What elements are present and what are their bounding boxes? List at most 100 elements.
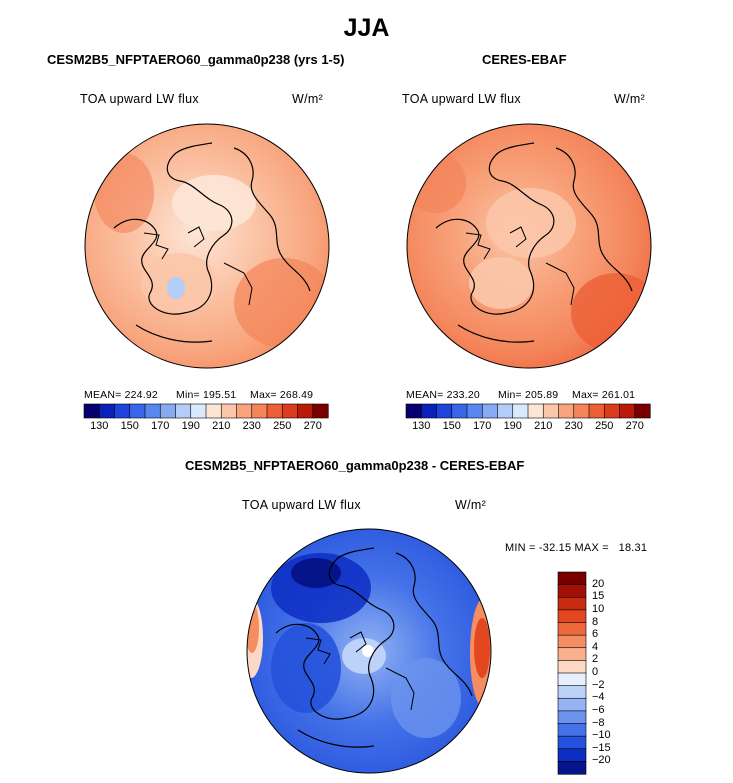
colorbar-swatch	[557, 672, 587, 687]
colorbar-swatch	[619, 403, 636, 419]
colorbar-tick-label: 150	[442, 420, 461, 432]
colorbar-tick-label: −8	[592, 716, 605, 729]
colorbar-swatch	[603, 403, 621, 419]
colorbar-tick-label: −20	[592, 754, 611, 767]
panel3-units: W/m²	[455, 498, 487, 512]
panel1-units: W/m²	[292, 92, 324, 106]
colorbar-swatch	[205, 403, 222, 419]
colorbar-swatch	[557, 710, 587, 725]
colorbar-tick-label: −10	[592, 729, 611, 742]
panel1-max: Max= 268.49	[250, 389, 314, 401]
colorbar-swatch	[634, 403, 651, 419]
panel3-title: CESM2B5_NFPTAERO60_gamma0p238 - CERES-EB…	[185, 458, 525, 473]
colorbar-swatch	[557, 634, 587, 649]
colorbar-tick-label: −2	[592, 678, 605, 691]
panel1-title: CESM2B5_NFPTAERO60_gamma0p238 (yrs 1-5)	[47, 52, 345, 67]
colorbar-swatch	[557, 735, 587, 750]
colorbar-tick-label: 130	[90, 420, 109, 432]
colorbar-tick-label: 230	[564, 420, 583, 432]
colorbar-swatch	[297, 403, 314, 419]
colorbar-swatch	[573, 403, 590, 419]
colorbar-tick-label: 8	[592, 615, 599, 628]
colorbar-tick-label: 20	[592, 577, 605, 590]
panel3-variable-label: TOA upward LW flux	[242, 498, 361, 512]
colorbar-swatch	[144, 403, 161, 419]
colorbar-swatch	[481, 403, 499, 419]
colorbar-tick-label: 150	[120, 420, 139, 432]
colorbar-swatch	[175, 403, 192, 419]
colorbar-swatch	[512, 403, 529, 419]
colorbar-swatch	[159, 403, 177, 419]
colorbar-swatch	[527, 403, 544, 419]
panel1-polar-map	[84, 123, 330, 369]
colorbar-swatch	[497, 403, 514, 419]
colorbar-tick-label: 210	[534, 420, 553, 432]
panel2-max: Max= 261.01	[572, 389, 636, 401]
panel1-colorbar	[83, 403, 329, 419]
colorbar-swatch	[436, 403, 453, 419]
colorbar-tick-label: 130	[412, 420, 431, 432]
panel2-colorbar	[405, 403, 651, 419]
colorbar-swatch	[557, 723, 587, 737]
colorbar-swatch	[542, 403, 560, 419]
colorbar-tick-label: 0	[592, 666, 599, 678]
panel2-min: Min= 205.89	[498, 389, 559, 401]
colorbar-tick-label: 2	[592, 653, 599, 666]
colorbar-swatch	[451, 403, 468, 419]
colorbar-swatch	[557, 660, 587, 674]
colorbar-swatch	[83, 403, 100, 419]
colorbar-tick-label: −6	[592, 703, 605, 716]
colorbar-tick-label: 10	[592, 602, 605, 615]
colorbar-tick-label: 250	[273, 420, 292, 432]
colorbar-tick-label: 190	[181, 420, 200, 432]
colorbar-swatch	[557, 647, 587, 661]
colorbar-tick-label: −15	[592, 741, 611, 754]
colorbar-swatch	[114, 403, 131, 419]
colorbar-swatch	[236, 403, 253, 419]
panel1-min: Min= 195.51	[176, 389, 237, 401]
colorbar-tick-label: 190	[503, 420, 522, 432]
colorbar-tick-label: 270	[625, 420, 644, 432]
colorbar-swatch	[557, 697, 587, 712]
colorbar-swatch	[557, 584, 587, 598]
colorbar-swatch	[266, 403, 283, 419]
colorbar-swatch	[558, 403, 575, 419]
colorbar-swatch	[190, 403, 207, 419]
colorbar-swatch	[557, 685, 587, 699]
panel1-variable-label: TOA upward LW flux	[80, 92, 199, 106]
colorbar-swatch	[588, 403, 605, 419]
colorbar-tick-label: 170	[473, 420, 492, 432]
colorbar-swatch	[557, 571, 587, 586]
colorbar-swatch	[557, 748, 587, 762]
panel2-variable-label: TOA upward LW flux	[402, 92, 521, 106]
colorbar-swatch	[557, 761, 587, 775]
colorbar-tick-label: 210	[212, 420, 231, 432]
colorbar-tick-label: 4	[592, 640, 599, 653]
colorbar-swatch	[557, 596, 587, 611]
colorbar-tick-label: 230	[242, 420, 261, 432]
colorbar-tick-label: 6	[592, 628, 599, 641]
panel2-polar-map	[406, 123, 652, 369]
colorbar-swatch	[405, 403, 422, 419]
panel2-mean: MEAN= 233.20	[406, 389, 480, 401]
colorbar-swatch	[466, 403, 483, 419]
colorbar-swatch	[557, 609, 587, 624]
colorbar-swatch	[251, 403, 268, 419]
panel2-title: CERES-EBAF	[482, 52, 567, 67]
season-title: JJA	[343, 14, 390, 42]
colorbar-swatch	[129, 403, 146, 419]
colorbar-swatch	[312, 403, 329, 419]
panel1-mean: MEAN= 224.92	[84, 389, 158, 401]
colorbar-swatch	[281, 403, 299, 419]
panel2-units: W/m²	[614, 92, 646, 106]
panel3-polar-map	[246, 528, 492, 774]
colorbar-tick-label: 250	[595, 420, 614, 432]
panel3-colorbar	[557, 571, 587, 775]
colorbar-tick-label: 15	[592, 590, 605, 603]
colorbar-swatch	[220, 403, 238, 419]
colorbar-tick-label: 170	[151, 420, 170, 432]
panel3-minmax: MIN = -32.15 MAX = 18.31	[505, 542, 648, 554]
colorbar-swatch	[98, 403, 116, 419]
colorbar-tick-label: −4	[592, 691, 605, 704]
colorbar-tick-label: 270	[303, 420, 322, 432]
